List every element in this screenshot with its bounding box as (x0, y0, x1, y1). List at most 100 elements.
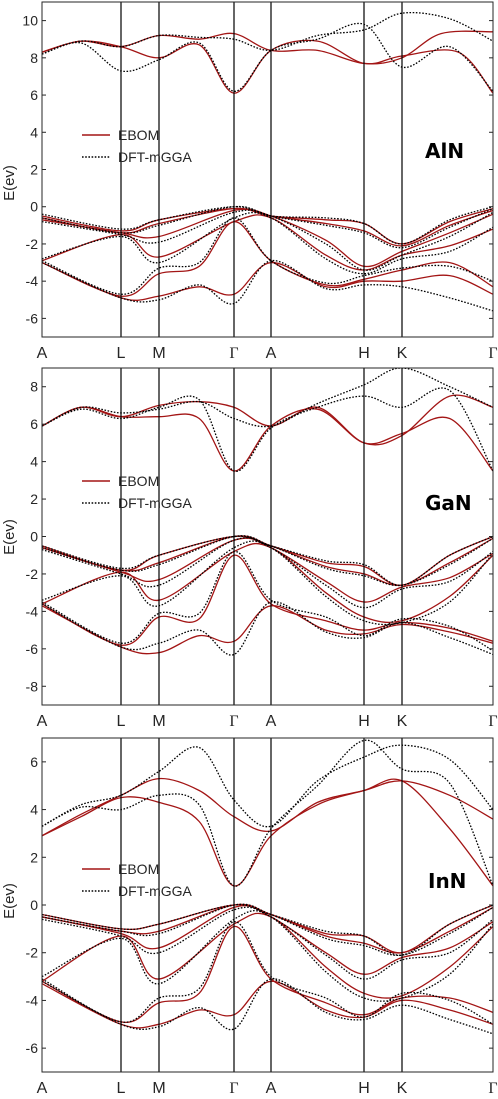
dft-band-aln-2 (42, 206, 493, 245)
ytick-label-inn: -2 (26, 945, 39, 961)
ebom-band-inn-0 (42, 777, 493, 837)
dft-band-inn-1 (42, 739, 493, 887)
ylabel-gan: E(ev) (1, 519, 18, 555)
ytick-label-aln: -2 (26, 236, 39, 252)
ytick-label-inn: 6 (30, 754, 38, 770)
dft-band-inn-5 (42, 910, 493, 1002)
ytick-label-inn: -6 (26, 1040, 39, 1056)
ytick-label-inn: 2 (30, 849, 38, 865)
ytick-label-gan: -6 (26, 641, 39, 657)
dft-band-gan-3 (42, 535, 493, 587)
xtick-label-aln-7: Γ (488, 345, 497, 362)
ebom-band-aln-3 (42, 207, 493, 247)
xtick-label-inn-6: K (397, 1080, 408, 1097)
ytick-label-gan: -2 (26, 566, 39, 582)
ebom-band-inn-6 (42, 925, 493, 1023)
dft-band-inn-4 (42, 906, 493, 980)
dft-band-aln-4 (42, 209, 493, 271)
ebom-band-aln-0 (42, 30, 493, 65)
dft-band-gan-0 (42, 368, 493, 428)
material-label-gan: GaN (425, 491, 472, 515)
ytick-label-gan: 2 (30, 491, 38, 507)
xtick-label-inn-0: A (37, 1080, 48, 1097)
ebom-band-inn-4 (42, 904, 493, 975)
ytick-label-aln: 10 (22, 13, 38, 29)
legend-label-ebom-aln: EBOM (118, 127, 159, 143)
ytick-label-inn: -4 (26, 992, 39, 1008)
ytick-label-gan: -4 (26, 603, 39, 619)
legend-label-dft-aln: DFT-mGGA (118, 149, 193, 165)
ebom-band-inn-1 (42, 778, 493, 887)
xtick-label-gan-5: H (358, 713, 370, 730)
dft-band-inn-7 (42, 978, 493, 1035)
panel-gan: E(ev) GaN -8 -6 -4 -2 0 2 4 6 8 A L M Γ A H K Γ EBOM DFT-m… (1, 367, 498, 730)
ebom-band-gan-0 (42, 394, 493, 446)
ebom-band-gan-3 (42, 535, 493, 587)
legend-label-ebom-gan: EBOM (118, 473, 159, 489)
ytick-label-aln: -4 (26, 273, 39, 289)
xtick-label-inn-2: M (152, 1080, 165, 1097)
xtick-label-aln-6: K (397, 345, 408, 362)
ebom-band-gan-5 (42, 542, 493, 623)
xtick-label-gan-7: Γ (488, 713, 497, 730)
dft-band-aln-6 (42, 217, 493, 295)
ytick-label-aln: 6 (30, 87, 38, 103)
ebom-band-gan-6 (42, 554, 493, 646)
dft-band-aln-5 (42, 211, 493, 275)
ylabel-aln: E(ev) (1, 165, 18, 201)
dft-band-inn-3 (42, 903, 493, 957)
dft-band-gan-2 (42, 535, 493, 586)
dft-band-inn-0 (42, 744, 493, 828)
xtick-label-inn-4: A (266, 1080, 277, 1097)
xtick-label-aln-2: M (152, 345, 165, 362)
ebom-band-gan-2 (42, 535, 493, 586)
dft-band-aln-3 (42, 205, 493, 249)
ebom-band-aln-4 (42, 208, 493, 268)
panel-aln: E(ev) AlN -6 -4 -2 0 2 4 6 8 10 A L M Γ A H K Γ EBOM DFT-m… (1, 1, 498, 362)
xtick-label-gan-0: A (37, 713, 48, 730)
ytick-label-aln: 4 (30, 124, 38, 140)
xtick-label-aln-0: A (37, 345, 48, 362)
xtick-label-aln-4: A (266, 345, 277, 362)
xtick-label-inn-7: Γ (488, 1080, 497, 1097)
dft-band-gan-7 (42, 601, 493, 656)
xtick-label-gan-4: A (266, 713, 277, 730)
dft-band-gan-6 (42, 550, 493, 652)
dft-band-aln-0 (42, 11, 493, 55)
ytick-label-aln: 2 (30, 162, 38, 178)
legend-label-dft-gan: DFT-mGGA (118, 495, 193, 511)
ebom-band-aln-5 (42, 214, 493, 271)
ebom-band-gan-4 (42, 537, 493, 603)
ytick-label-inn: 0 (30, 897, 38, 913)
ytick-label-aln: 8 (30, 50, 38, 66)
ebom-band-aln-2 (42, 207, 493, 245)
xtick-label-aln-5: H (358, 345, 370, 362)
ytick-label-inn: 4 (30, 802, 38, 818)
ytick-label-gan: 8 (30, 379, 38, 395)
dft-band-gan-4 (42, 537, 493, 609)
material-label-aln: AlN (425, 139, 464, 163)
bands-inn (42, 739, 493, 1035)
xtick-label-gan-1: L (117, 713, 126, 730)
ebom-band-aln-1 (42, 39, 493, 94)
ytick-label-aln: 0 (30, 199, 38, 215)
ytick-label-gan: 4 (30, 454, 38, 470)
ytick-label-gan: -8 (26, 678, 39, 694)
dft-band-inn-2 (42, 904, 493, 956)
xtick-label-aln-3: Γ (229, 345, 238, 362)
ytick-label-aln: -6 (26, 310, 39, 326)
ylabel-inn: E(ev) (1, 883, 18, 919)
ebom-band-aln-7 (42, 261, 493, 301)
ebom-band-inn-3 (42, 903, 493, 954)
legend-label-dft-inn: DFT-mGGA (118, 883, 193, 899)
axes-frame-inn (41, 737, 494, 1073)
panel-inn: E(ev) InN -6 -4 -2 0 2 4 6 A L M Γ A H K Γ EBOM DFT-mGGA (1, 737, 498, 1097)
xtick-label-inn-3: Γ (229, 1080, 238, 1097)
xtick-label-inn-1: L (117, 1080, 126, 1097)
axes-frame-gan (41, 367, 494, 706)
ebom-band-gan-7 (42, 605, 493, 655)
ytick-label-gan: 0 (30, 529, 38, 545)
ebom-band-inn-7 (42, 980, 493, 1029)
material-label-inn: InN (428, 869, 466, 893)
legend-label-ebom-inn: EBOM (118, 861, 159, 877)
